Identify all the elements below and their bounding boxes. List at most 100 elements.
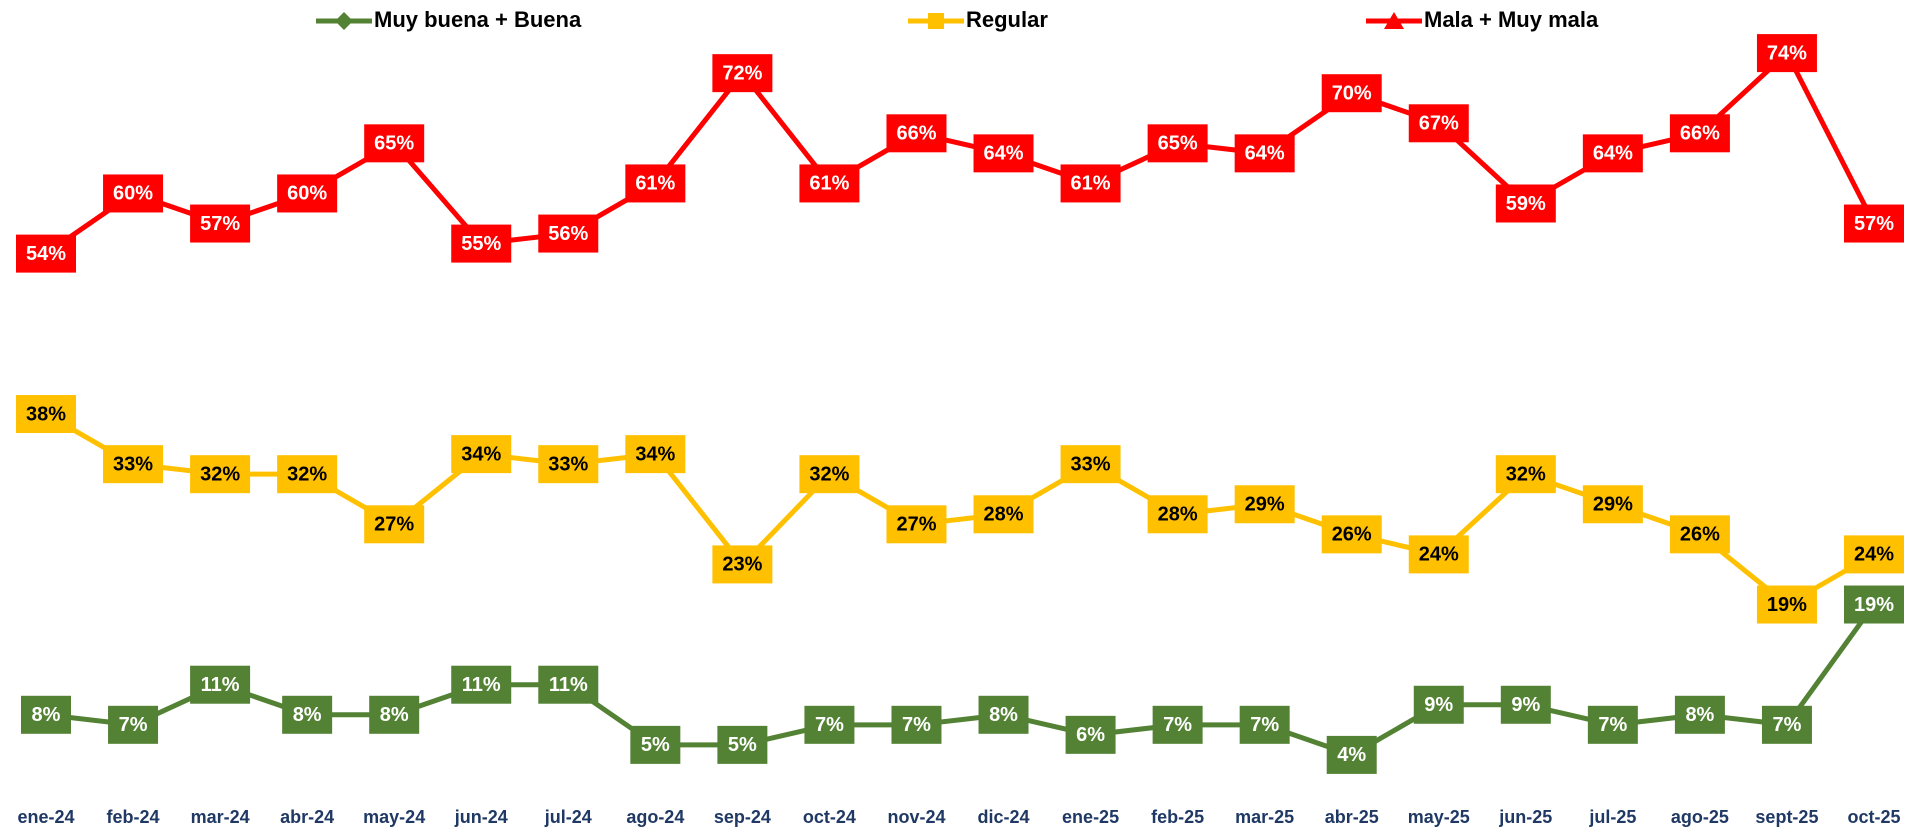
data-label: 11%: [201, 674, 240, 696]
data-point: 26%: [1669, 515, 1730, 554]
data-point: 8%: [282, 695, 333, 734]
data-label: 19%: [1854, 594, 1894, 616]
data-label: 28%: [984, 504, 1024, 526]
data-label: 5%: [641, 734, 670, 756]
data-point: 66%: [1669, 114, 1730, 153]
point-box: [190, 204, 251, 243]
data-point: 7%: [804, 705, 855, 744]
x-tick-label: ene-24: [17, 807, 74, 827]
data-point: 7%: [1152, 705, 1203, 744]
data-label: 29%: [1245, 494, 1285, 516]
data-label: 34%: [461, 443, 501, 465]
point-box: [1495, 184, 1556, 223]
legend-label: Mala + Muy mala: [1424, 7, 1599, 32]
series-line: [44, 411, 1876, 608]
point-box: [451, 224, 512, 263]
data-point: 27%: [886, 505, 947, 544]
data-label: 33%: [548, 453, 588, 475]
data-label: 57%: [200, 213, 240, 235]
point-box: [1495, 455, 1556, 494]
data-point: 26%: [1321, 515, 1382, 554]
data-label: 67%: [1419, 113, 1459, 135]
data-label: 64%: [1245, 143, 1285, 165]
point-box: [1669, 114, 1730, 153]
data-point: 28%: [1147, 495, 1208, 534]
legend-marker: [928, 13, 944, 29]
data-label: 32%: [200, 463, 240, 485]
data-label: 66%: [1680, 123, 1720, 145]
data-point: 8%: [1674, 695, 1725, 734]
data-label: 32%: [1506, 463, 1546, 485]
x-tick-label: sep-24: [714, 807, 771, 827]
x-tick-label: ago-25: [1671, 807, 1729, 827]
data-point: 29%: [1234, 485, 1295, 524]
point-box: [1060, 164, 1121, 203]
data-point: 11%: [190, 665, 251, 704]
data-point: 70%: [1321, 74, 1382, 113]
data-point: 7%: [1239, 705, 1290, 744]
x-tick-label: jun-24: [454, 807, 508, 827]
data-point: 32%: [1495, 455, 1556, 494]
point-box: [1321, 74, 1382, 113]
data-label: 24%: [1419, 544, 1459, 566]
data-point: 33%: [103, 445, 164, 484]
point-box: [369, 695, 420, 734]
x-tick-label: jun-25: [1498, 807, 1552, 827]
point-box: [451, 435, 512, 474]
data-label: 61%: [1071, 173, 1111, 195]
x-tick-label: abr-25: [1325, 807, 1379, 827]
point-box: [103, 174, 164, 213]
point-box: [973, 134, 1034, 173]
data-label: 60%: [113, 183, 153, 205]
x-tick-label: sept-25: [1755, 807, 1818, 827]
x-tick-label: mar-25: [1235, 807, 1294, 827]
data-label: 74%: [1767, 42, 1807, 64]
data-label: 7%: [1250, 714, 1279, 736]
point-box: [1761, 705, 1812, 744]
data-point: 5%: [717, 725, 768, 764]
point-box: [277, 174, 338, 213]
data-point: 27%: [364, 505, 425, 544]
point-box: [1060, 445, 1121, 484]
point-box: [1234, 485, 1295, 524]
data-point: 54%: [16, 234, 76, 273]
point-box: [1239, 705, 1290, 744]
data-label: 7%: [1598, 714, 1627, 736]
x-tick-label: oct-24: [803, 807, 856, 827]
data-point: 9%: [1500, 685, 1551, 724]
point-box: [1674, 695, 1725, 734]
data-label: 27%: [896, 514, 936, 536]
point-box: [891, 705, 942, 744]
data-point: 65%: [1147, 124, 1208, 163]
data-point: 61%: [625, 164, 686, 203]
data-point: 7%: [891, 705, 942, 744]
data-point: 61%: [1060, 164, 1121, 203]
point-box: [1756, 585, 1817, 624]
data-point: 72%: [712, 54, 773, 93]
data-point: 38%: [16, 395, 76, 434]
point-box: [1408, 535, 1469, 574]
data-label: 32%: [287, 463, 327, 485]
point-box: [1147, 495, 1208, 534]
legend-label: Muy buena + Buena: [374, 7, 582, 32]
data-point: 8%: [369, 695, 420, 734]
data-point: 9%: [1413, 685, 1464, 724]
x-tick-label: may-24: [363, 807, 425, 827]
data-label: 54%: [26, 243, 66, 265]
data-point: 7%: [1587, 705, 1638, 744]
point-box: [451, 665, 512, 704]
data-point: 64%: [973, 134, 1034, 173]
data-point: 32%: [799, 455, 860, 494]
point-box: [712, 545, 773, 584]
data-label: 4%: [1337, 744, 1366, 766]
data-point: 61%: [799, 164, 860, 203]
data-label: 61%: [635, 173, 675, 195]
point-box: [804, 705, 855, 744]
point-box: [1582, 485, 1643, 524]
point-box: [282, 695, 333, 734]
point-box: [108, 705, 159, 744]
data-point: 7%: [108, 705, 159, 744]
point-box: [712, 54, 773, 93]
point-box: [16, 395, 76, 434]
data-label: 28%: [1158, 504, 1198, 526]
